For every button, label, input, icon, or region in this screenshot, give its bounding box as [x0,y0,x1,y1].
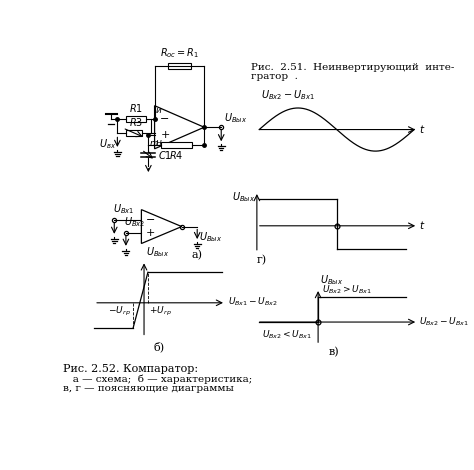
Text: $U_{Вх1}-U_{Вх2}$: $U_{Вх1}-U_{Вх2}$ [228,295,278,307]
FancyBboxPatch shape [126,117,146,122]
Text: $U_{Вх2}>U_{Вх1}$: $U_{Вх2}>U_{Вх1}$ [322,283,372,296]
Text: а): а) [191,250,202,260]
Text: Рис. 2.52. Компаратор:: Рис. 2.52. Компаратор: [63,364,198,375]
Text: $U_{Вх2}-U_{Вх1}$: $U_{Вх2}-U_{Вх1}$ [261,88,315,102]
Text: m: m [150,139,159,148]
Text: −: − [160,114,170,124]
Text: $U_{Вх2}<U_{Вх1}$: $U_{Вх2}<U_{Вх1}$ [262,328,311,341]
Text: $U_{вx}$: $U_{вx}$ [100,137,117,150]
FancyBboxPatch shape [168,63,191,69]
Text: $U_{Вых}$: $U_{Вых}$ [224,111,247,125]
Text: б): б) [154,341,165,352]
Text: $C1$: $C1$ [158,149,172,161]
Text: $U_{Вых}$: $U_{Вых}$ [319,274,343,287]
FancyBboxPatch shape [126,130,142,136]
Text: $U_{Вх1}$: $U_{Вх1}$ [113,202,134,216]
Text: гратор  .: гратор . [251,72,298,81]
Text: +: + [146,228,155,238]
Text: $R1$: $R1$ [129,102,143,114]
Text: $R_{oc}=R_1$: $R_{oc}=R_1$ [160,47,199,60]
Text: н: н [156,138,162,147]
Text: $-U_{гр}$: $-U_{гр}$ [109,305,132,318]
Text: +: + [160,131,170,141]
Text: $U_{Вых}$: $U_{Вых}$ [232,190,255,204]
Text: г): г) [257,255,267,266]
Text: $U_{Вых}$: $U_{Вых}$ [146,245,169,259]
Text: а — схема;  б — характеристика;: а — схема; б — характеристика; [63,375,252,384]
Text: и: и [156,106,162,115]
Text: в, г — поясняющие диаграммы: в, г — поясняющие диаграммы [63,384,234,393]
FancyBboxPatch shape [161,142,191,148]
Text: $U_{Вх2}-U_{Вх1}$: $U_{Вх2}-U_{Вх1}$ [419,316,469,329]
Text: $U_{Вх2}$: $U_{Вх2}$ [124,216,146,229]
Text: в): в) [328,347,339,357]
Text: t: t [419,125,423,134]
Text: t: t [419,221,423,231]
Text: $R3$: $R3$ [128,116,143,128]
Text: Рис.  2.51.  Неинвертирующий  инте-: Рис. 2.51. Неинвертирующий инте- [251,63,455,71]
Text: $+U_{гр}$: $+U_{гр}$ [149,305,173,318]
Text: −: − [146,215,155,225]
Text: $U_{Вых}$: $U_{Вых}$ [199,230,222,244]
Text: $R4$: $R4$ [169,149,183,161]
